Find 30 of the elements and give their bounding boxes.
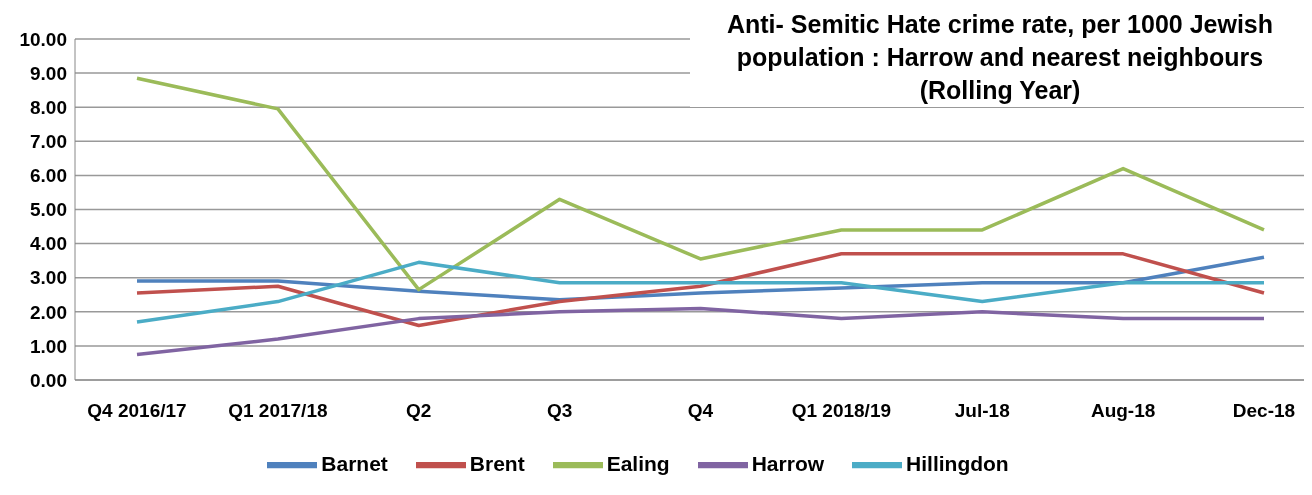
y-tick-label: 3.00	[30, 267, 67, 289]
x-tick-label: Q2	[406, 400, 432, 422]
y-tick-label: 10.00	[19, 28, 67, 50]
y-tick-label: 6.00	[30, 165, 67, 187]
line-series	[135, 252, 1266, 328]
x-tick-label: Q1 2017/18	[228, 400, 328, 422]
x-tick-label: Q1 2018/19	[791, 400, 892, 422]
x-tick-label: Dec-18	[1232, 400, 1296, 422]
y-tick-label: 0.00	[30, 369, 67, 391]
legend-label: Ealing	[606, 451, 670, 475]
y-tick-label: 8.00	[30, 96, 67, 118]
x-tick-label: Aug-18	[1090, 400, 1156, 422]
y-tick-label: 1.00	[30, 335, 67, 357]
x-tick-label: Jul-18	[954, 400, 1010, 422]
x-tick-label: Q4 2016/17	[87, 400, 187, 422]
y-tick-label: 5.00	[30, 199, 67, 221]
legend-label: Barnet	[321, 451, 388, 475]
legend-label: Harrow	[751, 451, 825, 475]
line-series	[135, 260, 1266, 324]
y-tick-label: 2.00	[30, 301, 67, 323]
legend-label: Brent	[469, 451, 525, 475]
chart-title: Anti- Semitic Hate crime rate, per 1000 Jewish population : Harrow and nearest neighbours (Rolling Year)	[690, 8, 1310, 107]
y-tick-label: 9.00	[30, 62, 67, 84]
y-tick-label: 4.00	[30, 233, 67, 255]
x-tick-label: Q3	[546, 400, 573, 422]
x-tick-label: Q4	[687, 400, 714, 422]
line-series	[135, 76, 1266, 292]
y-tick-label: 7.00	[30, 131, 67, 153]
legend-label: Hillingdon	[906, 451, 1009, 475]
line-series	[135, 306, 1266, 357]
